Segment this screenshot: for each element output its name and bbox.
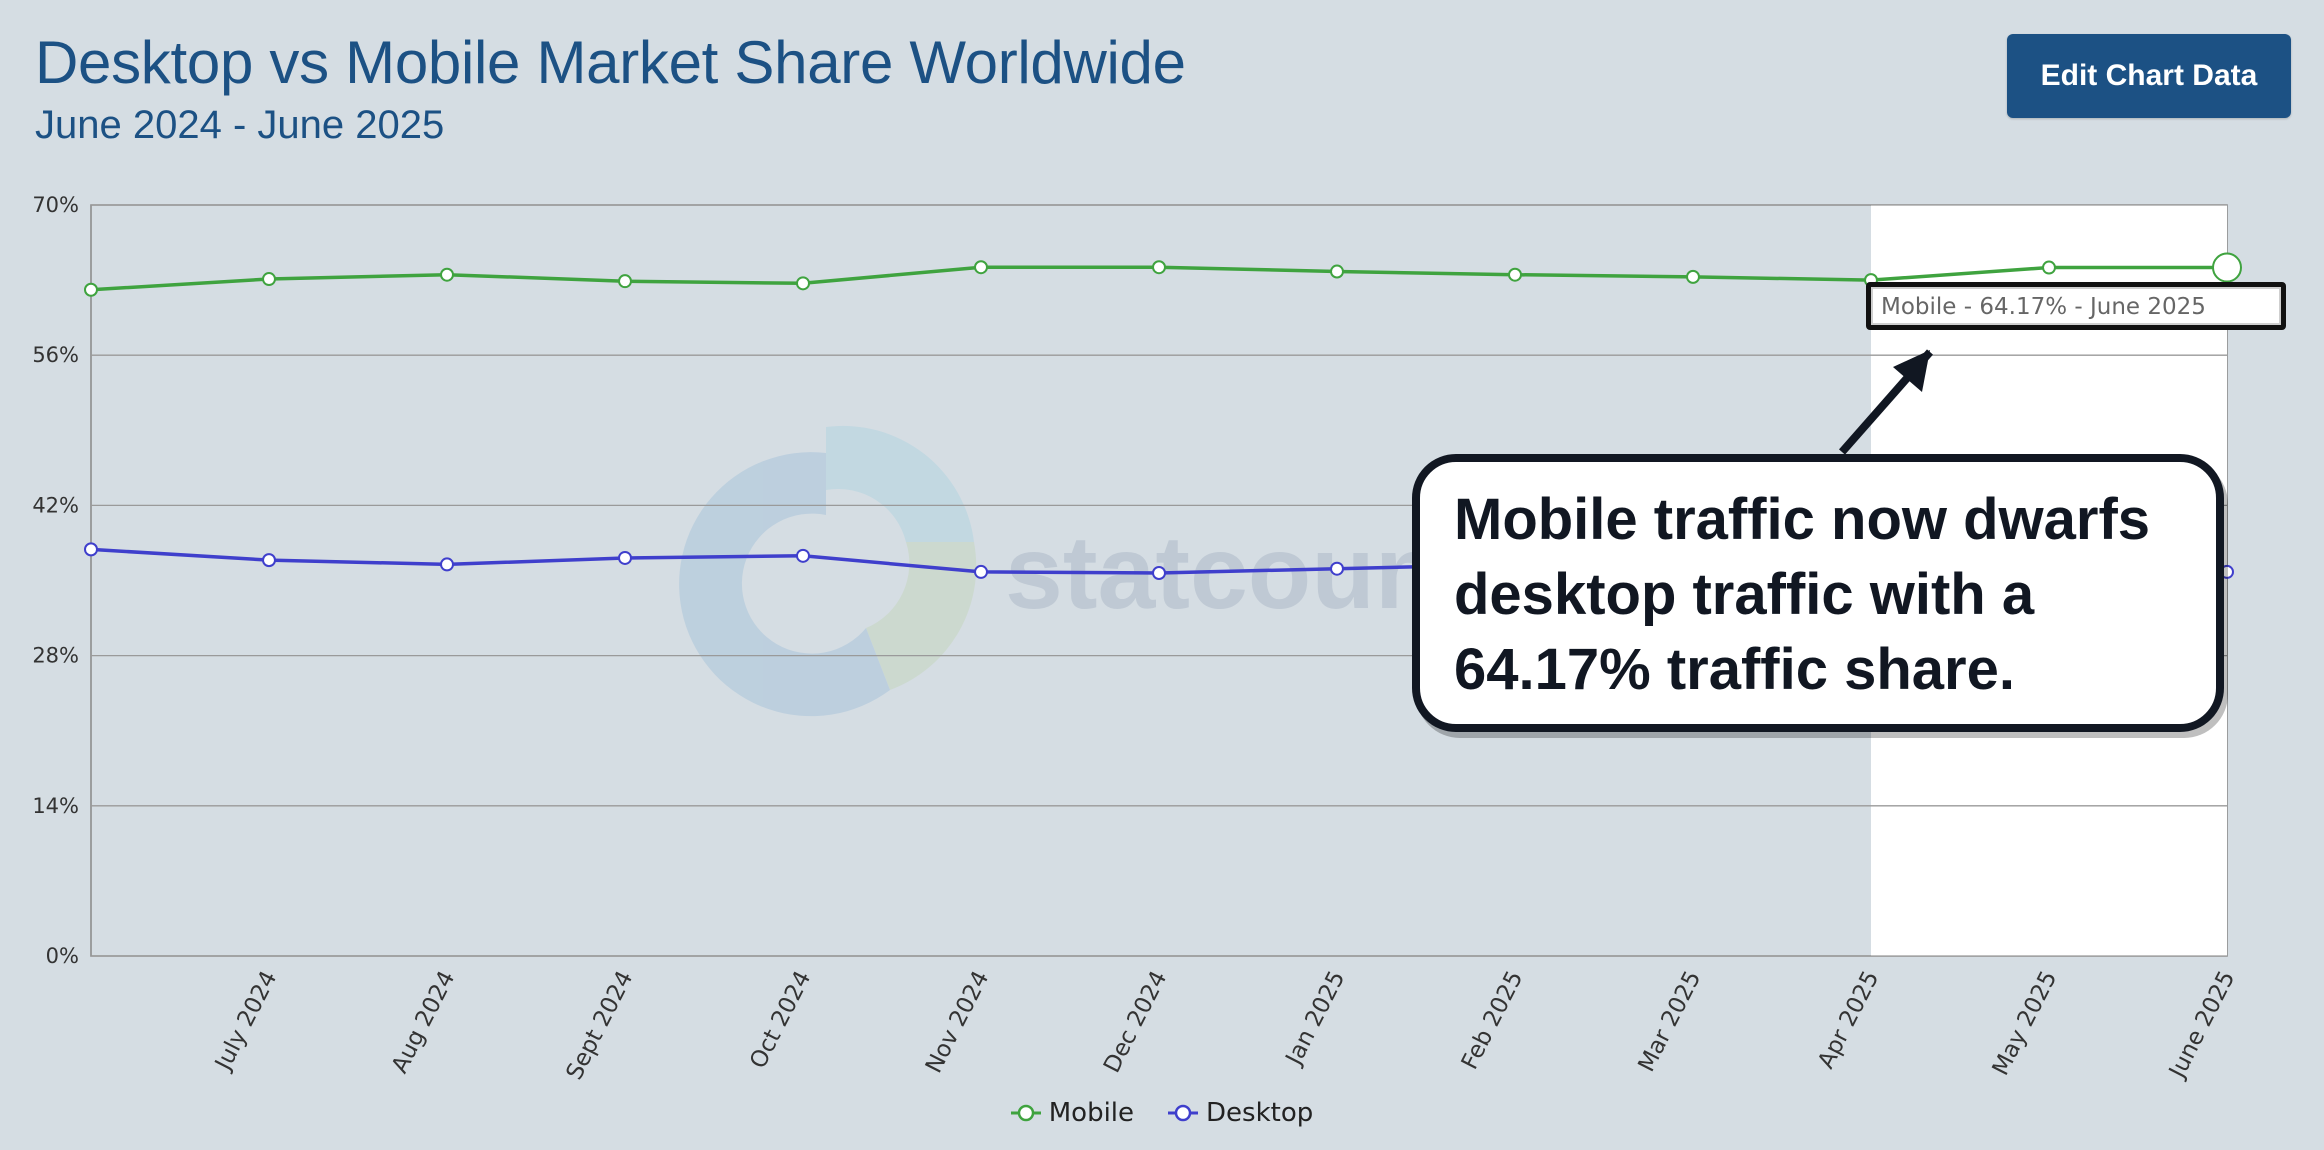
x-tick-label: July 2024 xyxy=(210,967,283,1076)
data-point-desktop[interactable] xyxy=(84,542,98,557)
x-tick-label: Apr 2025 xyxy=(1813,967,1884,1073)
data-point-mobile[interactable] xyxy=(440,267,454,282)
data-point-mobile[interactable] xyxy=(84,282,98,297)
data-point-desktop[interactable] xyxy=(618,550,632,565)
data-point-mobile[interactable] xyxy=(974,260,988,275)
x-tick-label: Nov 2024 xyxy=(921,967,994,1077)
data-point-mobile[interactable] xyxy=(1508,267,1522,282)
y-tick-label: 42% xyxy=(32,493,79,517)
data-point-desktop[interactable] xyxy=(1152,565,1166,580)
page-subtitle: June 2024 - June 2025 xyxy=(35,103,445,147)
legend-item-desktop[interactable]: Desktop xyxy=(1168,1098,1313,1128)
x-tick-label: Mar 2025 xyxy=(1634,967,1707,1076)
legend-label-desktop: Desktop xyxy=(1206,1098,1314,1128)
legend-item-mobile[interactable]: Mobile xyxy=(1010,1098,1135,1128)
data-point-mobile[interactable] xyxy=(796,276,810,291)
y-axis: 0% 14% 28% 42% 56% 70% xyxy=(32,193,79,968)
y-tick-label: 70% xyxy=(32,193,79,217)
page-title: Desktop vs Mobile Market Share Worldwide xyxy=(35,29,1186,96)
legend-label-mobile: Mobile xyxy=(1048,1098,1135,1128)
tooltip: Mobile - 64.17% - June 2025 xyxy=(1866,282,2286,330)
x-tick-label: May 2025 xyxy=(1988,967,2063,1080)
data-point-mobile[interactable] xyxy=(1686,269,1700,284)
x-axis: July 2024 Aug 2024 Sept 2024 Oct 2024 Nov 20… xyxy=(210,967,2241,1084)
edit-chart-data-button[interactable]: Edit Chart Data xyxy=(2007,34,2291,118)
data-point-mobile[interactable] xyxy=(618,274,632,289)
x-tick-label: Feb 2025 xyxy=(1457,967,1529,1074)
data-point-mobile[interactable] xyxy=(2042,260,2056,275)
data-point-mobile[interactable] xyxy=(2212,252,2242,283)
x-tick-label: Dec 2024 xyxy=(1099,967,1172,1077)
legend-marker-desktop xyxy=(1168,1104,1199,1122)
x-tick-label: Sept 2024 xyxy=(562,967,639,1084)
data-point-desktop[interactable] xyxy=(440,557,454,572)
callout-arrow-head xyxy=(1893,350,1930,392)
legend: Mobile Desktop xyxy=(0,1098,2324,1128)
data-point-mobile[interactable] xyxy=(262,272,276,287)
y-tick-label: 56% xyxy=(32,343,79,367)
y-tick-label: 14% xyxy=(32,794,79,818)
legend-marker-mobile xyxy=(1010,1104,1041,1122)
data-point-desktop[interactable] xyxy=(262,553,276,568)
data-point-desktop[interactable] xyxy=(974,564,988,579)
x-tick-label: Aug 2024 xyxy=(387,967,460,1077)
data-point-mobile[interactable] xyxy=(1152,260,1166,275)
x-tick-label: Oct 2024 xyxy=(745,967,816,1073)
data-point-desktop[interactable] xyxy=(796,548,810,563)
data-point-mobile[interactable] xyxy=(1330,264,1344,279)
y-tick-label: 28% xyxy=(32,644,79,668)
x-tick-label: Jan 2025 xyxy=(1280,967,1350,1071)
data-point-desktop[interactable] xyxy=(1330,561,1344,576)
y-tick-label: 0% xyxy=(46,944,79,968)
x-tick-label: June 2025 xyxy=(2164,967,2241,1084)
callout-annotation: Mobile traffic now dwarfs desktop traffi… xyxy=(1412,454,2224,732)
